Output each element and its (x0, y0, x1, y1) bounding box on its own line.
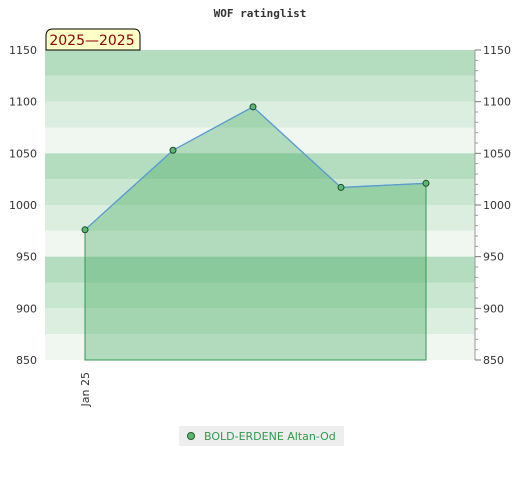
period-badge: 2025—2025 (45, 28, 141, 51)
data-point-1 (169, 146, 177, 154)
y-tick-label-left: 850 (16, 354, 37, 367)
background-band (45, 101, 475, 128)
background-band (45, 230, 475, 257)
y-tick-label-left: 1100 (9, 96, 37, 109)
period-label: 2025—2025 (49, 33, 134, 49)
data-point-3 (337, 183, 345, 191)
y-tick-label-right: 1150 (483, 44, 511, 57)
y-tick-label-left: 1150 (9, 44, 37, 57)
y-tick-label-right: 900 (483, 302, 504, 315)
y-tick-label-left: 900 (16, 302, 37, 315)
y-tick-label-left: 1000 (9, 199, 37, 212)
y-tick-label-right: 1000 (483, 199, 511, 212)
background-band (45, 50, 475, 76)
y-tick-label-right: 850 (483, 354, 504, 367)
legend-marker-icon (187, 432, 195, 440)
background-band (45, 334, 475, 360)
background-band (45, 256, 475, 283)
background-band (45, 308, 475, 335)
y-tick-label-right: 1100 (483, 96, 511, 109)
y-tick-label-left: 950 (16, 251, 37, 264)
legend-label: BOLD-ERDENE Altan-Od (204, 429, 336, 443)
y-tick-label-left: 1050 (9, 147, 37, 160)
background-band (45, 282, 475, 309)
chart-title: WOF ratinglist (214, 7, 307, 20)
y-tick-label-right: 950 (483, 251, 504, 264)
legend: BOLD-ERDENE Altan-Od (179, 426, 344, 446)
background-bands (45, 50, 475, 360)
background-band (45, 127, 475, 154)
x-tick-label: Jan 25 (79, 372, 92, 407)
data-point-2 (249, 103, 257, 111)
axes: 850 850 900 900 950 950 1000 1000 1050 1050 1100 11… (9, 44, 511, 407)
background-band (45, 75, 475, 102)
series-points (81, 103, 430, 234)
background-band (45, 153, 475, 180)
background-band (45, 205, 475, 231)
data-point-4 (422, 179, 430, 187)
data-point-0 (81, 226, 89, 234)
y-tick-label-right: 1050 (483, 147, 511, 160)
